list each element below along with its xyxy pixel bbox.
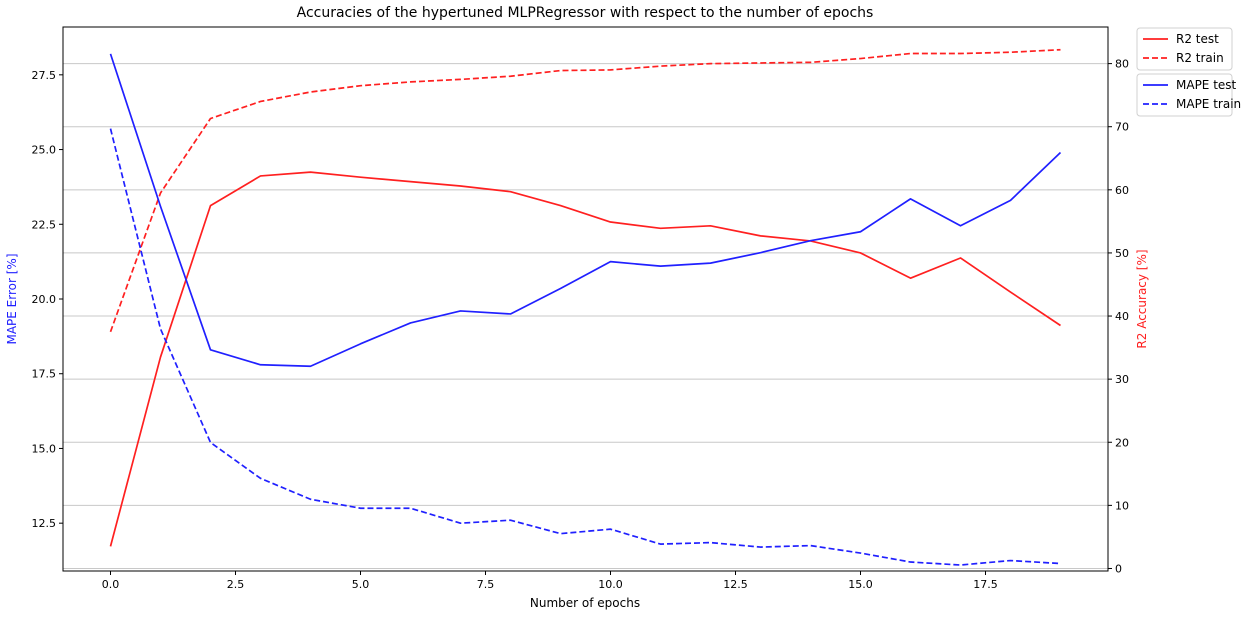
y-right-tick-label: 50 <box>1115 247 1129 260</box>
x-tick-label: 7.5 <box>477 578 495 591</box>
legend-label: R2 train <box>1176 51 1224 65</box>
y-right-tick-label: 0 <box>1115 562 1122 575</box>
x-tick-label: 17.5 <box>973 578 998 591</box>
y-left-tick-label: 27.5 <box>32 69 57 82</box>
series-line-mape-train <box>109 128 1061 566</box>
y-right-tick-label: 20 <box>1115 436 1129 449</box>
y-right-tick-label: 80 <box>1115 58 1129 71</box>
x-tick-label: 0.0 <box>102 578 120 591</box>
x-tick-label: 2.5 <box>227 578 245 591</box>
legend-label: R2 test <box>1176 32 1219 46</box>
legend-mape: MAPE test MAPE train <box>1136 73 1241 117</box>
y-left-axis-title: MAPE Error [%] <box>5 253 19 344</box>
y-left-tick-label: 17.5 <box>32 368 57 381</box>
y-left-tick-label: 15.0 <box>32 442 57 455</box>
y-left-tick-label: 22.5 <box>32 218 57 231</box>
legend-label: MAPE test <box>1176 78 1237 92</box>
y-left-tick-label: 25.0 <box>32 144 57 157</box>
y-right-tick-label: 30 <box>1115 373 1129 386</box>
legend-label: MAPE train <box>1176 97 1241 111</box>
y-left-tick-label: 12.5 <box>32 517 57 530</box>
x-tick-label: 10.0 <box>598 578 623 591</box>
series-line-r2-train <box>109 48 1061 333</box>
y-left-tick-label: 20.0 <box>32 293 57 306</box>
x-axis-title: Number of epochs <box>530 596 640 610</box>
x-tick-label: 5.0 <box>352 578 370 591</box>
plot-frame <box>62 26 1109 572</box>
x-tick-label: 12.5 <box>723 578 748 591</box>
y-right-tick-label: 40 <box>1115 310 1129 323</box>
y-right-tick-label: 60 <box>1115 184 1129 197</box>
series-line-r2-test <box>109 171 1061 547</box>
series-line-mape-test <box>109 53 1062 368</box>
y-right-tick-label: 70 <box>1115 121 1129 134</box>
y-right-axis-title: R2 Accuracy [%] <box>1135 249 1149 348</box>
legend-r2: R2 test R2 train <box>1136 27 1233 71</box>
chart-title: Accuracies of the hypertuned MLPRegresso… <box>297 5 874 21</box>
x-tick-label: 15.0 <box>848 578 873 591</box>
y-right-tick-label: 10 <box>1115 499 1129 512</box>
